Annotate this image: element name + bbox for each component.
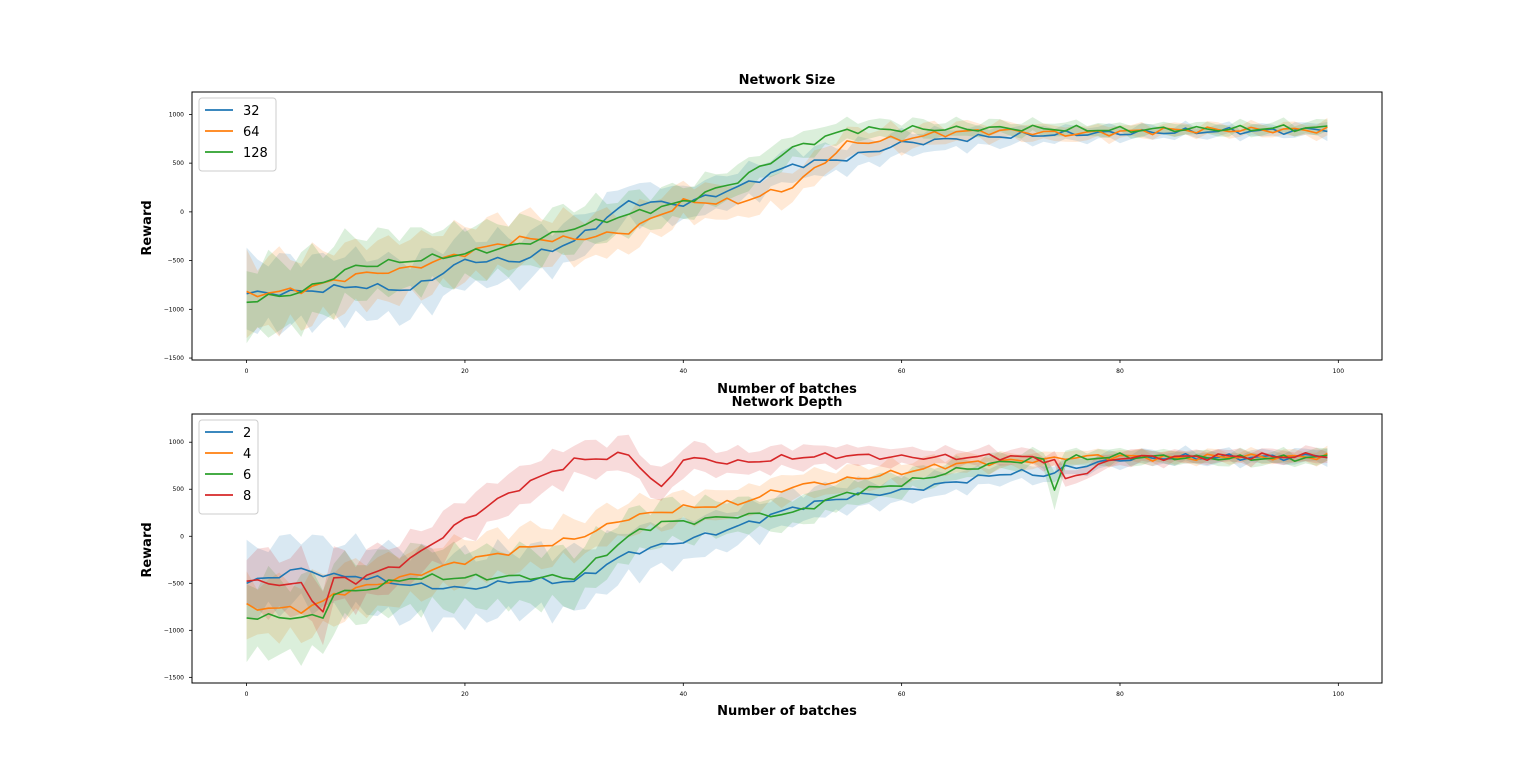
legend: 32 64 128 — [198, 97, 277, 172]
network-depth-chart: Network Depth 0 20 40 60 80 100 1000 500 0 −500 −… — [140, 395, 1383, 719]
legend-box — [198, 419, 259, 515]
y-tick-label: 1000 — [169, 111, 184, 118]
series-band-64 — [246, 117, 1328, 339]
series-band-4 — [246, 445, 1328, 644]
y-tick-label: 500 — [173, 486, 185, 493]
x-tick-label: 0 — [245, 691, 249, 698]
legend: 2 4 6 8 — [198, 419, 259, 515]
legend-label: 8 — [243, 489, 251, 504]
legend-label: 64 — [243, 125, 260, 140]
series-line-8 — [246, 451, 1328, 613]
x-tick-label: 100 — [1333, 368, 1345, 375]
x-tick-label: 100 — [1333, 691, 1345, 698]
x-tick-label: 20 — [461, 691, 469, 698]
legend-label: 32 — [243, 104, 260, 119]
y-tick-label: 0 — [180, 533, 184, 540]
x-tick-label: 80 — [1116, 691, 1124, 698]
y-tick-label: −1000 — [164, 627, 184, 634]
y-tick-label: 1000 — [169, 439, 184, 446]
network-size-chart: Network Size 0 20 40 60 80 100 1000 500 0 −500 −1… — [140, 73, 1383, 397]
series-band-128 — [246, 116, 1328, 344]
plot-frame — [191, 91, 1383, 361]
series-line-6 — [246, 452, 1328, 620]
series-band-6 — [246, 446, 1328, 666]
x-axis-label: Number of batches — [717, 704, 857, 719]
series-line-128 — [246, 124, 1328, 304]
x-tick-label: 0 — [245, 368, 249, 375]
legend-label: 6 — [243, 468, 251, 483]
series-band-2 — [246, 445, 1328, 633]
y-tick-label: −1500 — [164, 355, 184, 362]
x-tick-label: 80 — [1116, 368, 1124, 375]
plot-frame — [191, 413, 1383, 684]
y-tick-label: −500 — [168, 258, 185, 265]
x-tick-label: 20 — [461, 368, 469, 375]
y-tick-label: −1000 — [164, 306, 184, 313]
legend-label: 2 — [243, 426, 251, 441]
chart-title: Network Depth — [732, 395, 843, 410]
y-tick-label: 0 — [180, 209, 184, 216]
x-tick-label: 60 — [898, 368, 906, 375]
y-tick-label: −500 — [168, 580, 185, 587]
x-axis-label: Number of batches — [717, 382, 857, 397]
legend-label: 4 — [243, 447, 251, 462]
chart-title: Network Size — [739, 73, 836, 88]
x-tick-label: 40 — [679, 368, 687, 375]
legend-label: 128 — [243, 146, 268, 161]
y-axis-label: Reward — [140, 522, 155, 577]
x-tick-label: 60 — [898, 691, 906, 698]
series-band-32 — [246, 120, 1328, 336]
series-line-32 — [246, 126, 1328, 297]
x-tick-label: 40 — [679, 691, 687, 698]
y-axis-label: Reward — [140, 200, 155, 255]
y-tick-label: 500 — [173, 160, 185, 167]
series-line-64 — [246, 126, 1328, 298]
series-line-4 — [246, 452, 1328, 614]
y-tick-label: −1500 — [164, 674, 184, 681]
series-band-8 — [246, 434, 1328, 646]
